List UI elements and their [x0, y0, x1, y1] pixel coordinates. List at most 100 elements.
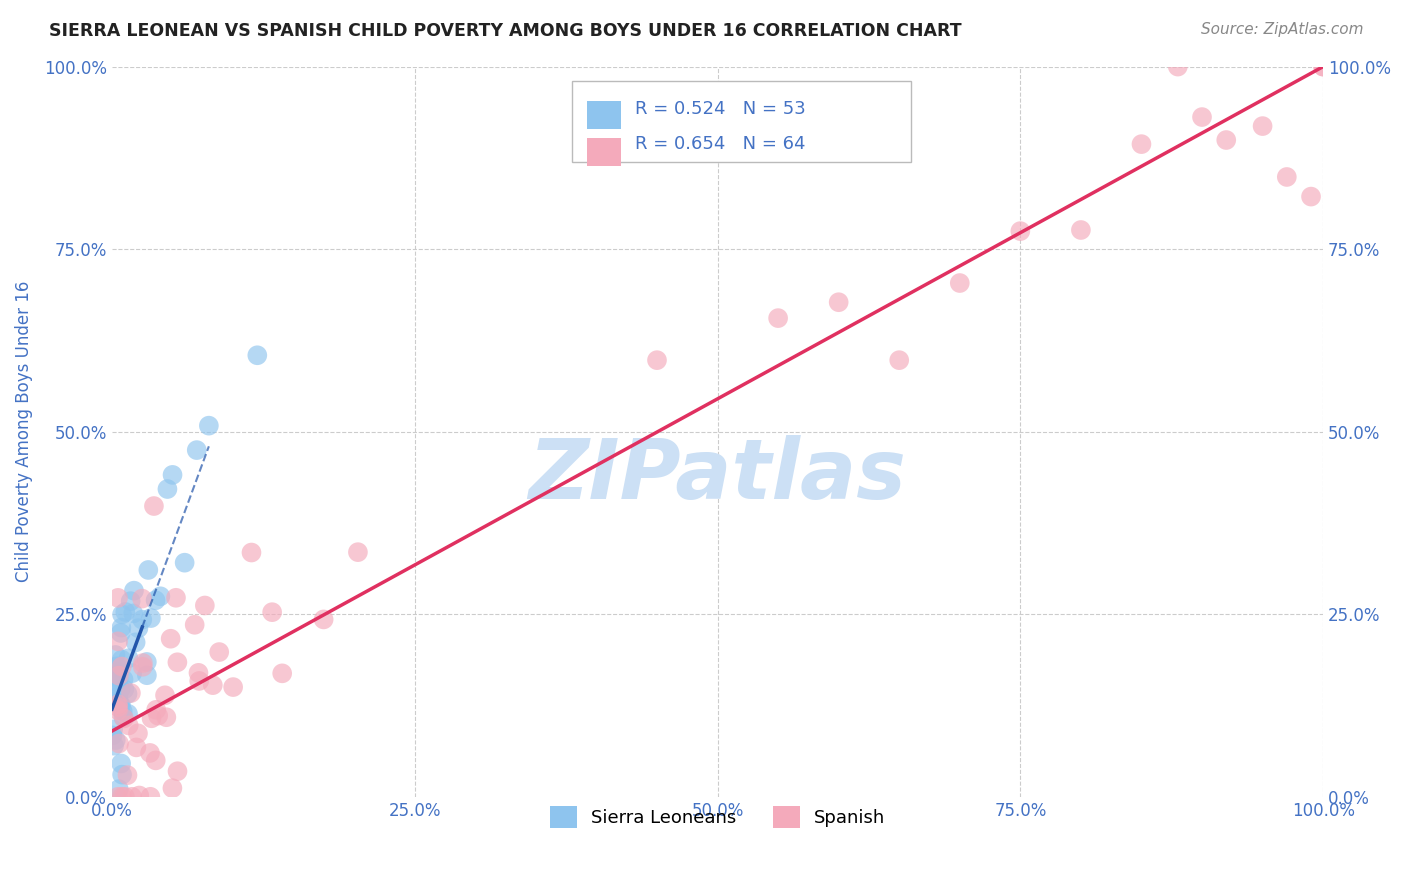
FancyBboxPatch shape	[586, 138, 620, 166]
Text: R = 0.524   N = 53: R = 0.524 N = 53	[636, 100, 806, 119]
Point	[107, 671, 129, 685]
Point	[105, 659, 128, 673]
Point	[110, 756, 132, 771]
Point	[110, 626, 132, 640]
Point	[222, 680, 245, 694]
Point	[1167, 60, 1189, 74]
Point	[162, 781, 184, 796]
Point	[101, 723, 124, 737]
Point	[145, 703, 167, 717]
Point	[312, 612, 335, 626]
Point	[124, 635, 146, 649]
Point	[107, 665, 129, 680]
Point	[121, 789, 143, 804]
Point	[1191, 110, 1213, 124]
Point	[118, 718, 141, 732]
Point	[120, 594, 142, 608]
Point	[107, 698, 129, 712]
Point	[111, 767, 134, 781]
Point	[107, 690, 129, 704]
Point	[105, 681, 128, 696]
Point	[201, 678, 224, 692]
Point	[107, 789, 129, 804]
Point	[173, 556, 195, 570]
Point	[101, 674, 124, 689]
Point	[107, 667, 129, 681]
Point	[139, 746, 162, 760]
Point	[127, 726, 149, 740]
Point	[145, 753, 167, 767]
Point	[949, 276, 972, 290]
Point	[187, 665, 209, 680]
Point	[107, 700, 129, 714]
Point	[107, 634, 129, 648]
Point	[186, 443, 208, 458]
Point	[1070, 223, 1092, 237]
Point	[159, 632, 181, 646]
Point	[117, 687, 139, 701]
Point	[166, 764, 188, 779]
Point	[110, 698, 132, 712]
Point	[139, 789, 162, 804]
Point	[162, 467, 184, 482]
Point	[188, 673, 211, 688]
Point	[153, 688, 176, 702]
Point	[120, 686, 142, 700]
Point	[131, 591, 153, 606]
Point	[117, 651, 139, 665]
Point	[112, 710, 135, 724]
Point	[1312, 60, 1334, 74]
Point	[111, 659, 134, 673]
Point	[139, 611, 162, 625]
Point	[132, 656, 155, 670]
Point	[127, 621, 149, 635]
Point	[111, 704, 134, 718]
Point	[108, 737, 131, 751]
Point	[107, 703, 129, 717]
Point	[135, 655, 157, 669]
Point	[111, 653, 134, 667]
Point	[136, 563, 159, 577]
Point	[183, 617, 205, 632]
Point	[121, 666, 143, 681]
Point	[194, 599, 217, 613]
Point	[645, 353, 668, 368]
Point	[110, 681, 132, 696]
Point	[165, 591, 187, 605]
Point	[110, 621, 132, 635]
Point	[208, 645, 231, 659]
Point	[114, 789, 136, 804]
Point	[827, 295, 849, 310]
Point	[104, 733, 127, 747]
Point	[198, 418, 221, 433]
Point	[122, 583, 145, 598]
Point	[111, 607, 134, 622]
Text: Source: ZipAtlas.com: Source: ZipAtlas.com	[1201, 22, 1364, 37]
Point	[117, 768, 139, 782]
Point	[117, 706, 139, 721]
Point	[114, 605, 136, 619]
Point	[125, 740, 148, 755]
Point	[271, 666, 294, 681]
Point	[240, 545, 263, 559]
Point	[145, 593, 167, 607]
Point	[246, 348, 269, 362]
FancyBboxPatch shape	[572, 81, 911, 161]
Point	[103, 739, 125, 753]
Point	[104, 648, 127, 662]
Point	[112, 711, 135, 725]
Point	[132, 660, 155, 674]
Point	[1251, 119, 1274, 133]
Point	[166, 655, 188, 669]
Point	[101, 694, 124, 708]
Point	[101, 728, 124, 742]
Text: ZIPatlas: ZIPatlas	[529, 435, 907, 516]
Point	[122, 607, 145, 621]
Point	[108, 696, 131, 710]
Point	[112, 682, 135, 697]
Point	[108, 668, 131, 682]
Point	[1010, 224, 1032, 238]
Point	[889, 353, 911, 368]
Point	[149, 589, 172, 603]
Point	[141, 711, 163, 725]
